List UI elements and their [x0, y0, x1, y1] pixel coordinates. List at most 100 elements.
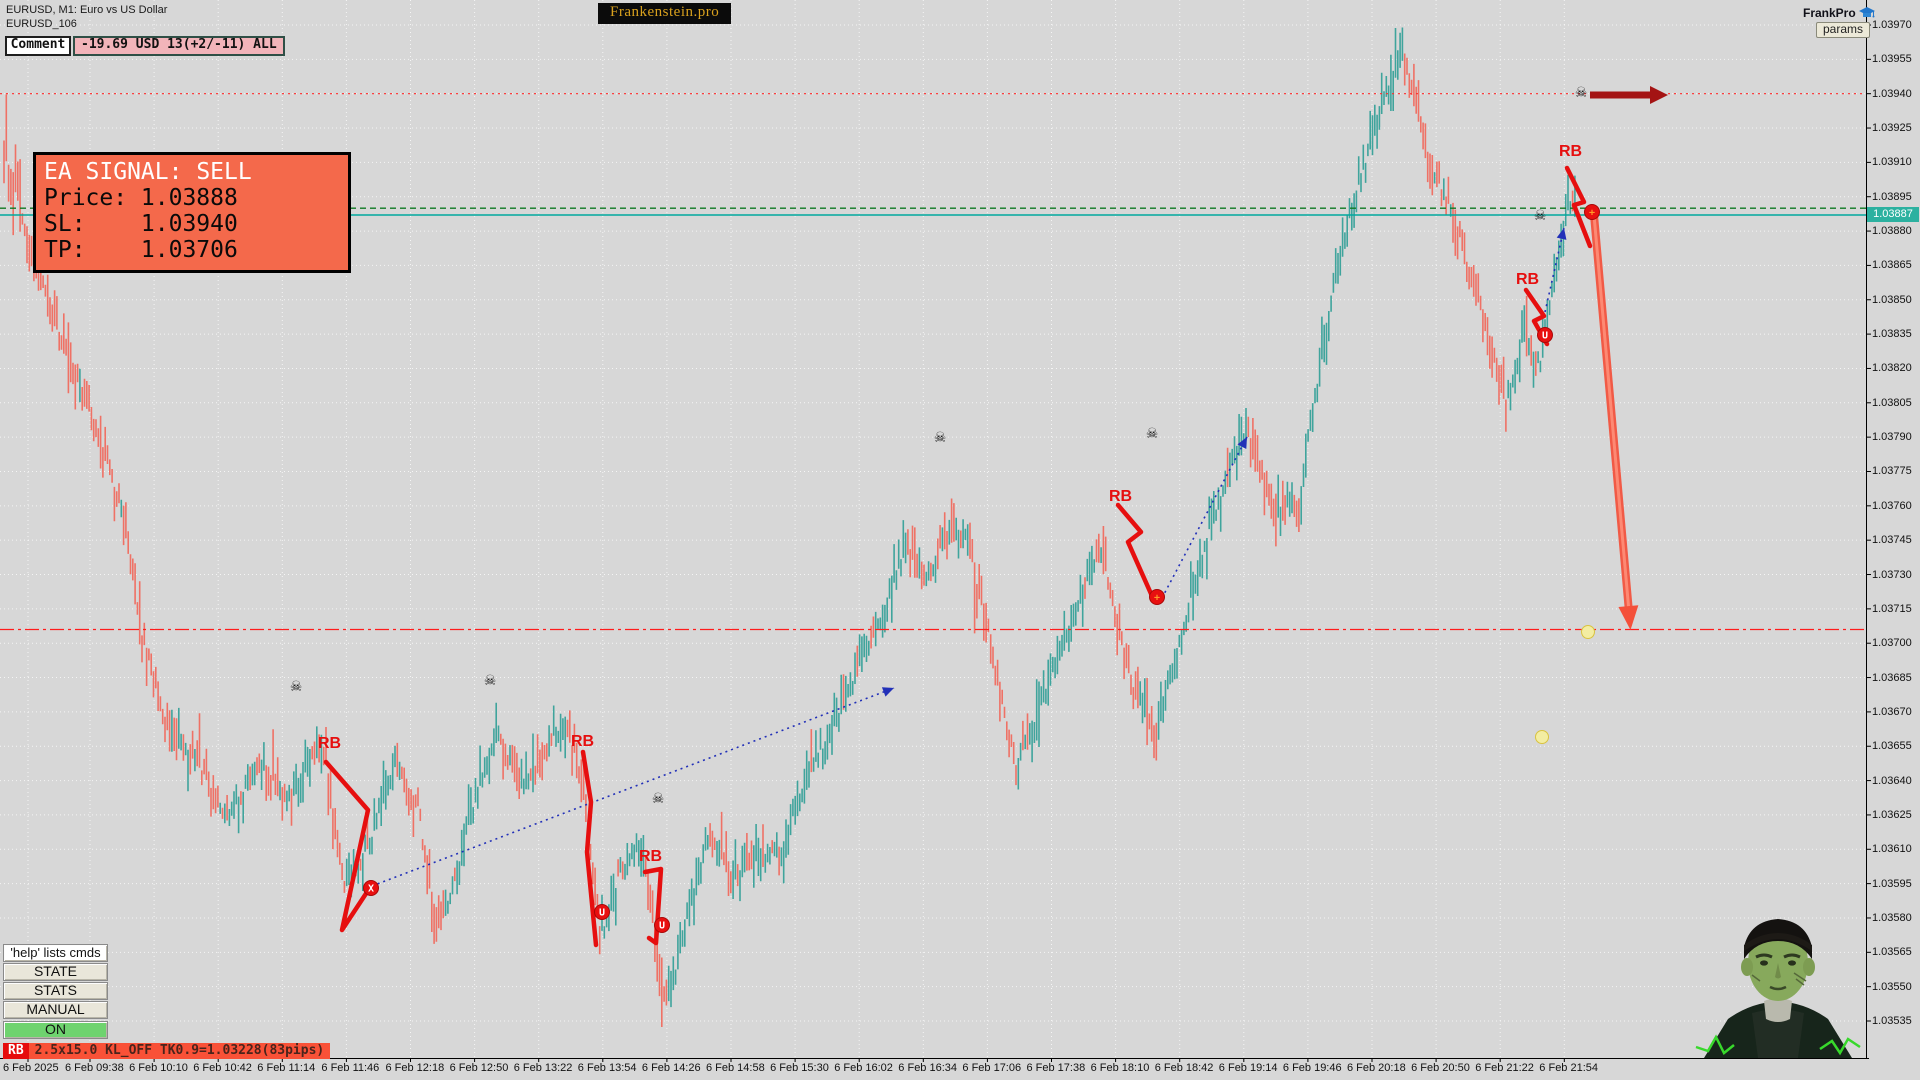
frankenstein-mascot	[1695, 919, 1861, 1058]
time-tick-label: 6 Feb 12:18	[385, 1062, 445, 1074]
ea-signal-box: EA SIGNAL: SELL Price: 1.03888 SL: 1.03940…	[33, 152, 351, 273]
signal-sl-row: SL: 1.03940	[44, 211, 238, 237]
price-tick-label: 1.03760	[1872, 499, 1912, 512]
manual-button[interactable]: MANUAL	[3, 1001, 108, 1019]
brand-badge: Frankenstein.pro	[598, 3, 732, 24]
price-tick-label: 1.03565	[1872, 946, 1912, 959]
signal-tp-row: TP: 1.03706	[44, 237, 238, 263]
stats-button[interactable]: STATS	[3, 982, 108, 1000]
time-tick-label: 6 Feb 11:14	[257, 1062, 316, 1074]
trade-marker	[1537, 327, 1553, 343]
time-tick-label: 6 Feb 21:54	[1539, 1062, 1599, 1074]
price-tick-label: 1.03730	[1872, 568, 1912, 581]
account-label: FrankPro	[1803, 6, 1875, 20]
time-tick-label: 6 Feb 18:10	[1090, 1062, 1150, 1074]
rb-pattern-label: RB	[1109, 488, 1132, 505]
price-tick-label: 1.03745	[1872, 534, 1912, 547]
price-tick-label: 1.03610	[1872, 843, 1912, 856]
rb-pattern-label: RB	[571, 733, 594, 750]
time-tick-label: 6 Feb 10:10	[129, 1062, 188, 1074]
price-tick-label: 1.03535	[1872, 1015, 1912, 1027]
skull-marker-icon: ☠	[1146, 426, 1159, 442]
price-tick-label: 1.03940	[1872, 87, 1912, 100]
time-tick-label: 6 Feb 17:38	[1026, 1062, 1086, 1074]
price-tick-label: 1.03580	[1872, 911, 1912, 924]
signal-tp-value: 1.03706	[140, 237, 238, 263]
price-tick-label: 1.03640	[1872, 774, 1912, 787]
skull-marker-icon: ☠	[652, 791, 665, 807]
price-tick-label: 1.03625	[1872, 808, 1912, 821]
time-tick-label: 6 Feb 19:14	[1218, 1062, 1278, 1074]
time-tick-label: 6 Feb 14:26	[641, 1062, 701, 1074]
trade-marker	[1584, 204, 1600, 220]
graduation-cap-icon	[1858, 6, 1875, 17]
status-settings: 2.5x15.0 KL_OFF TK0.9=1.03228(83pips)	[28, 1043, 331, 1059]
price-tick-label: 1.03865	[1872, 259, 1912, 272]
skull-marker-icon: ☠	[1575, 85, 1588, 101]
time-tick-label: 6 Feb 20:18	[1347, 1062, 1406, 1074]
trade-marker	[363, 880, 379, 896]
skull-marker-icon: ☠	[290, 679, 303, 695]
skull-marker-icon: ☠	[934, 430, 947, 446]
signal-title: EA SIGNAL: SELL	[44, 159, 252, 185]
ea-status-bar: RB 2.5x15.0 KL_OFF TK0.9=1.03228(83pips)	[3, 1043, 331, 1059]
svg-text:U: U	[599, 908, 605, 919]
rb-pattern-label: RB	[1516, 271, 1539, 288]
price-tick-label: 1.03805	[1872, 396, 1912, 409]
pnl-summary: -19.69 USD 13(+2/-11) ALL	[73, 36, 285, 56]
price-tick-label: 1.03835	[1872, 328, 1912, 341]
rb-pattern-label: RB	[318, 735, 341, 752]
time-tick-label: 6 Feb 11:46	[321, 1062, 380, 1074]
price-tick-label: 1.03595	[1872, 877, 1912, 890]
help-button[interactable]: 'help' lists cmds	[3, 944, 108, 962]
time-tick-label: 6 Feb 16:02	[834, 1062, 893, 1074]
on-toggle-button[interactable]: ON	[3, 1021, 108, 1039]
time-tick-label: 6 Feb 17:06	[962, 1062, 1022, 1074]
indicator-title: EURUSD_106	[6, 18, 77, 30]
time-tick-label: 6 Feb 12:50	[449, 1062, 509, 1074]
skull-marker-icon: ☠	[484, 673, 497, 689]
comment-button[interactable]: Comment	[5, 36, 71, 56]
price-tick-label: 1.03655	[1872, 740, 1912, 753]
current-price-tag: 1.03887	[1867, 207, 1919, 223]
time-tick-label: 6 Feb 2025	[3, 1062, 59, 1074]
time-tick-label: 6 Feb 20:50	[1411, 1062, 1470, 1074]
price-tick-label: 1.03715	[1872, 602, 1912, 615]
time-tick-label: 6 Feb 18:42	[1154, 1062, 1214, 1074]
svg-text:+: +	[1154, 593, 1160, 604]
trade-marker	[1149, 589, 1165, 605]
price-tick-label: 1.03970	[1872, 19, 1912, 31]
svg-text:X: X	[368, 884, 374, 895]
price-tick-label: 1.03910	[1872, 156, 1912, 169]
time-tick-label: 6 Feb 09:38	[65, 1062, 124, 1074]
params-button[interactable]: params	[1816, 22, 1871, 38]
price-tick-label: 1.03685	[1872, 671, 1912, 684]
status-rb-tag: RB	[3, 1043, 29, 1059]
time-tick-label: 6 Feb 15:30	[770, 1062, 829, 1074]
signal-price-value: 1.03888	[140, 185, 238, 211]
skull-marker-icon: ☠	[1534, 208, 1547, 224]
price-tick-label: 1.03925	[1872, 122, 1912, 135]
state-button[interactable]: STATE	[3, 963, 108, 981]
svg-text:U: U	[659, 921, 665, 932]
price-tick-label: 1.03550	[1872, 980, 1912, 993]
rb-pattern-label: RB	[639, 848, 662, 865]
price-tick-label: 1.03775	[1872, 465, 1912, 478]
trade-marker	[594, 904, 610, 920]
signal-sl-value: 1.03940	[140, 211, 238, 237]
time-tick-label: 6 Feb 14:58	[706, 1062, 765, 1074]
price-tick-label: 1.03955	[1872, 53, 1912, 66]
price-tick-label: 1.03820	[1872, 362, 1912, 375]
price-tick-label: 1.03790	[1872, 431, 1912, 444]
rb-pattern-label: RB	[1559, 143, 1582, 160]
signal-price-row: Price: 1.03888	[44, 185, 238, 211]
price-tick-label: 1.03670	[1872, 705, 1912, 718]
time-tick-label: 6 Feb 19:46	[1282, 1062, 1342, 1074]
price-tick-label: 1.03880	[1872, 225, 1912, 238]
svg-text:+: +	[1589, 208, 1595, 219]
price-tick-label: 1.03850	[1872, 293, 1912, 306]
trade-marker	[654, 917, 670, 933]
price-tick-label: 1.03700	[1872, 637, 1912, 650]
